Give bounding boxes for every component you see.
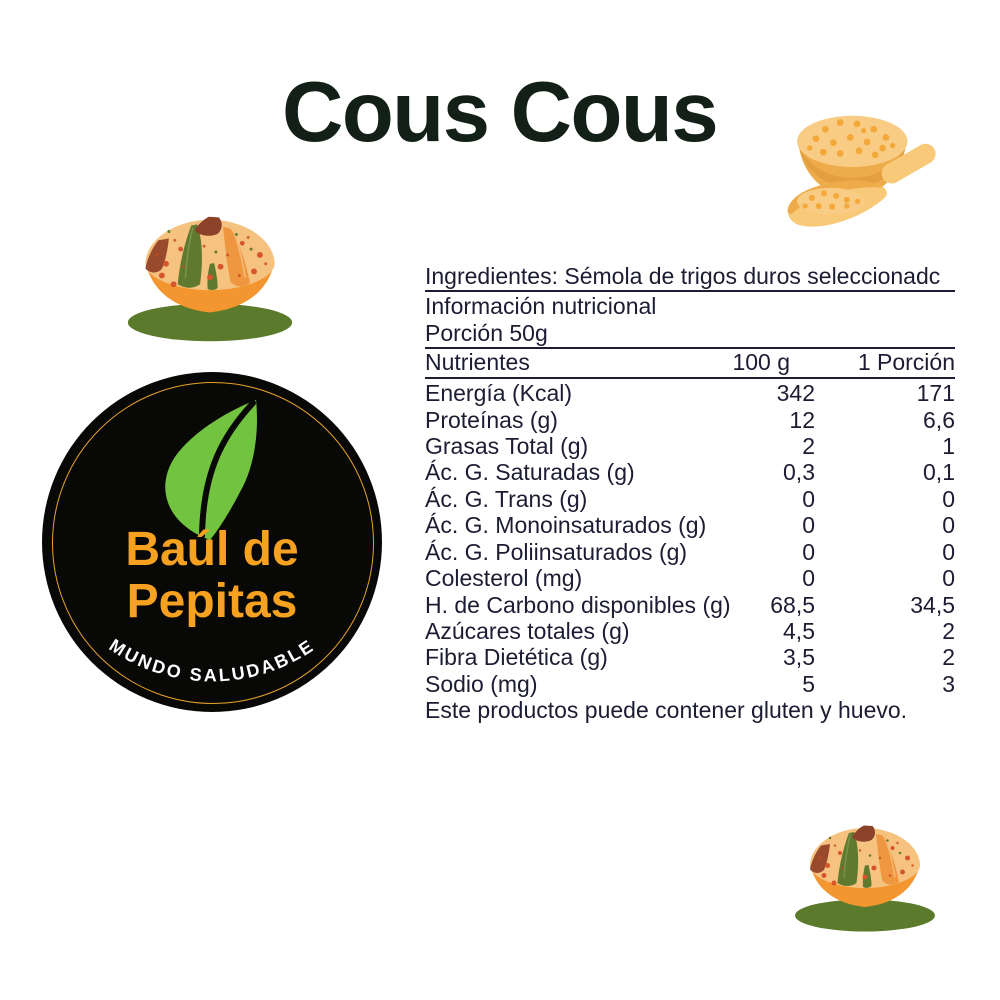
- svg-text:MUNDO SALUDABLE: MUNDO SALUDABLE: [106, 635, 319, 685]
